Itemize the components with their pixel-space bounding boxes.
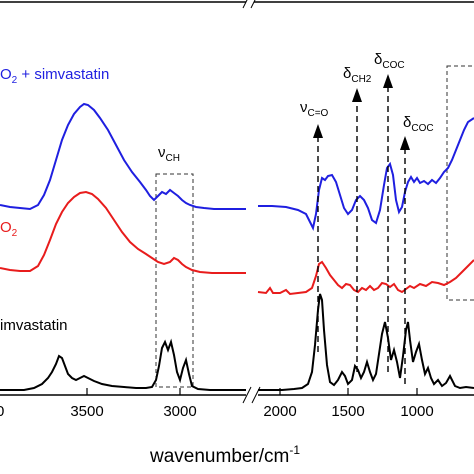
annotation-v-ch: νCH [158,144,180,164]
x-tick-label-1500: 1500 [331,403,364,420]
series-blue-label: O2 + simvastatin [0,66,109,86]
annotation-d-coc-1: δCOC [374,51,405,71]
x-tick-1000: 1000 [400,388,434,420]
arrow-d-coc-2-head [400,136,410,150]
fingerprint-highlight-box [446,65,474,301]
x-tick-3500: 3500 [70,388,104,420]
series-black-left [0,338,246,391]
top-break-mark-1 [242,0,248,9]
series-red-label: O2 [0,219,18,239]
annotation-d-coc-2: δCOC [403,114,434,134]
series-blue-left [0,102,246,211]
arrow-v-co-head [313,124,323,138]
x-axis-break-mark-1 [242,386,252,404]
annotation-v-co: νC=O [300,99,329,119]
x-tick-label-partial: 0 [0,403,4,420]
x-tick-3000: 3000 [163,388,197,420]
top-break-mark-2 [250,0,256,9]
series-black-right [258,293,474,391]
series-blue-right [258,117,474,231]
x-tick-label-3500: 3500 [70,403,103,420]
arrow-d-ch2-head [352,88,362,102]
series-red-left [0,190,246,274]
x-tick-label-1000: 1000 [400,403,433,420]
series-black-label: imvastatin [0,317,68,334]
x-tick-label-3000: 3000 [163,403,196,420]
x-tick-label-2000: 2000 [263,403,296,420]
arrow-d-coc-1-head [383,74,393,88]
series-red [0,190,474,296]
x-tick-1500: 1500 [331,388,365,420]
x-tick-2000: 2000 [263,388,297,420]
series-black [0,293,474,391]
x-axis-title: wavenumber/cm-1 [149,443,300,467]
vch-highlight-box [155,173,194,388]
series-blue [0,102,474,231]
series-red-right [257,259,474,296]
annotation-d-ch2: δCH2 [343,65,372,85]
